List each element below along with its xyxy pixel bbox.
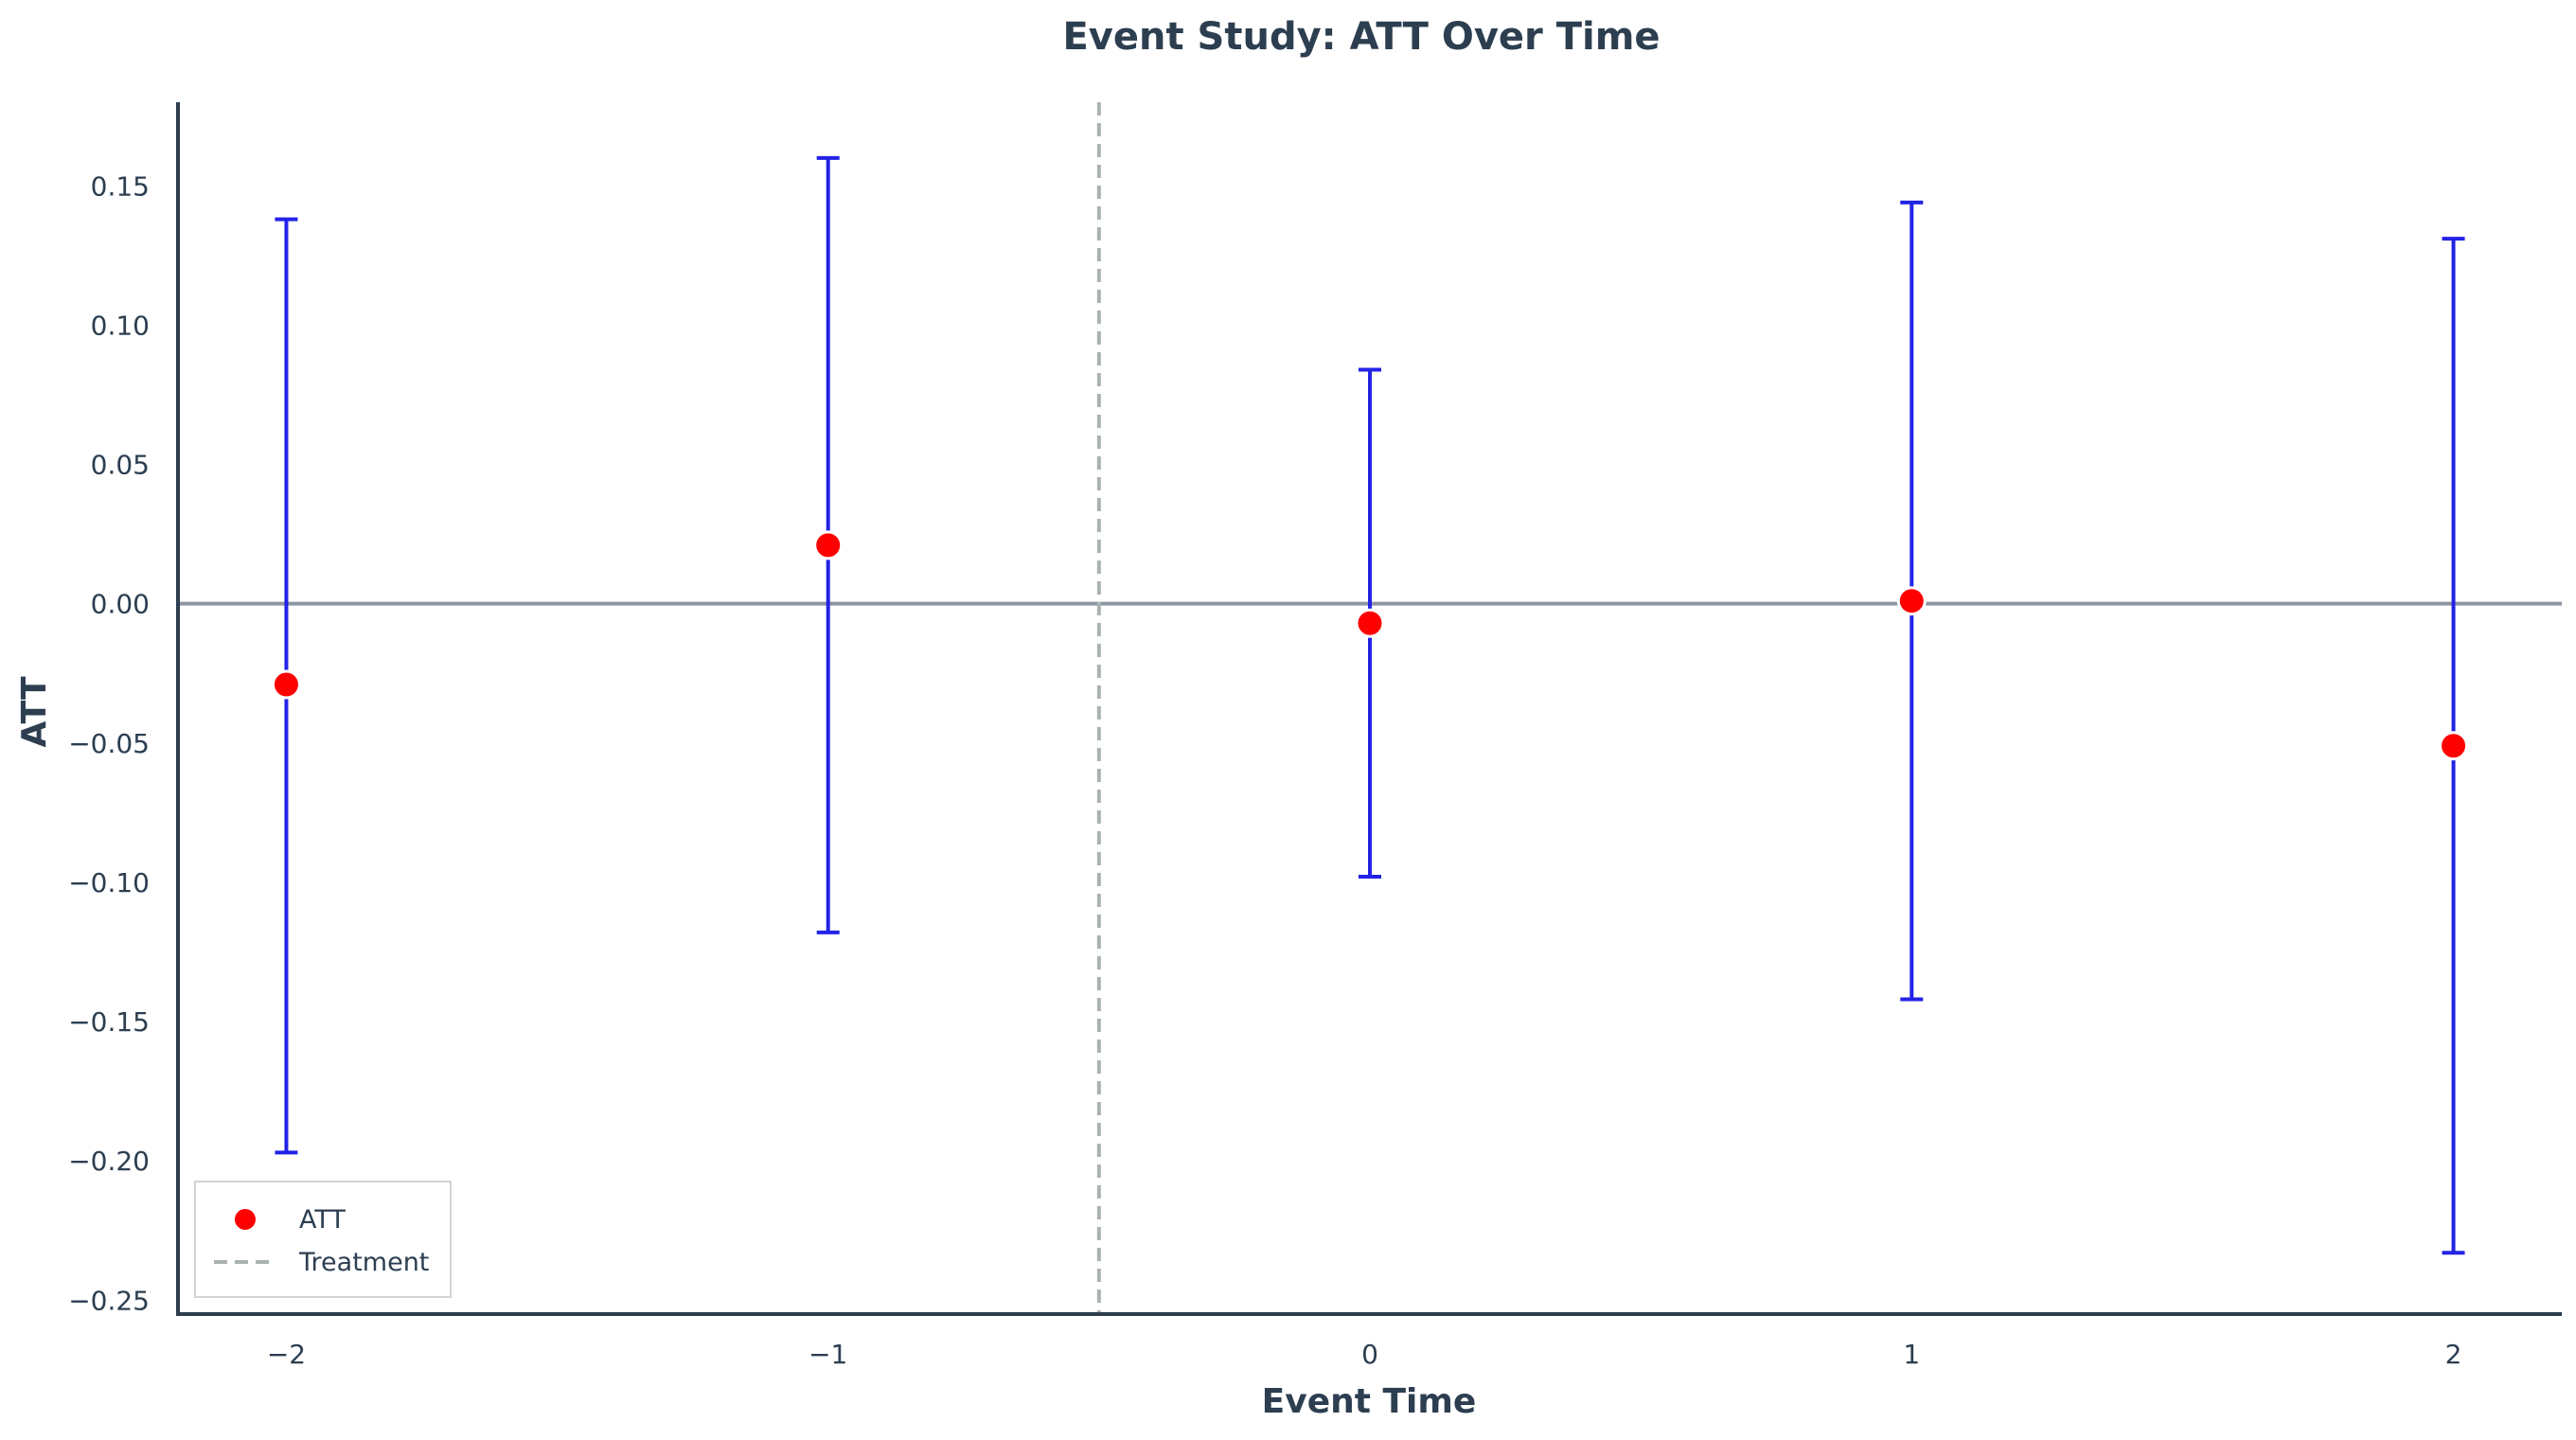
y-axis-label: ATT <box>15 676 54 747</box>
x-tick-label: 1 <box>1903 1339 1920 1370</box>
y-tick-label: 0.00 <box>91 589 150 620</box>
att-point <box>1896 586 1927 616</box>
chart-title: Event Study: ATT Over Time <box>1062 15 1660 59</box>
plot-area: −0.25 −0.20 −0.15 −0.10 −0.05 0.00 0.05 0.10 0.1… <box>68 102 2562 1370</box>
legend-att-marker <box>233 1207 258 1232</box>
y-tick-label: −0.25 <box>68 1285 150 1316</box>
y-tick-label: 0.10 <box>91 310 150 341</box>
legend-box <box>194 1181 452 1298</box>
att-point <box>1355 608 1385 638</box>
x-axis-label: Event Time <box>1262 1382 1477 1421</box>
att-point <box>2439 731 2469 761</box>
y-tick-label: −0.20 <box>68 1146 150 1177</box>
x-tick-label: 0 <box>1361 1339 1378 1370</box>
legend-att-label: ATT <box>299 1205 346 1235</box>
y-tick-label: −0.15 <box>68 1006 150 1038</box>
x-tick-label: −2 <box>267 1339 306 1370</box>
legend: ATT Treatment <box>194 1181 452 1298</box>
y-tick-label: −0.05 <box>68 728 150 759</box>
x-tick-label: 2 <box>2445 1339 2462 1370</box>
x-tick-label: −1 <box>808 1339 847 1370</box>
y-tick-label: 0.05 <box>91 450 150 481</box>
legend-treatment-label: Treatment <box>298 1248 429 1277</box>
att-point <box>271 669 301 700</box>
att-point <box>813 530 844 560</box>
y-tick-label: 0.15 <box>91 170 150 202</box>
y-tick-label: −0.10 <box>68 867 150 898</box>
